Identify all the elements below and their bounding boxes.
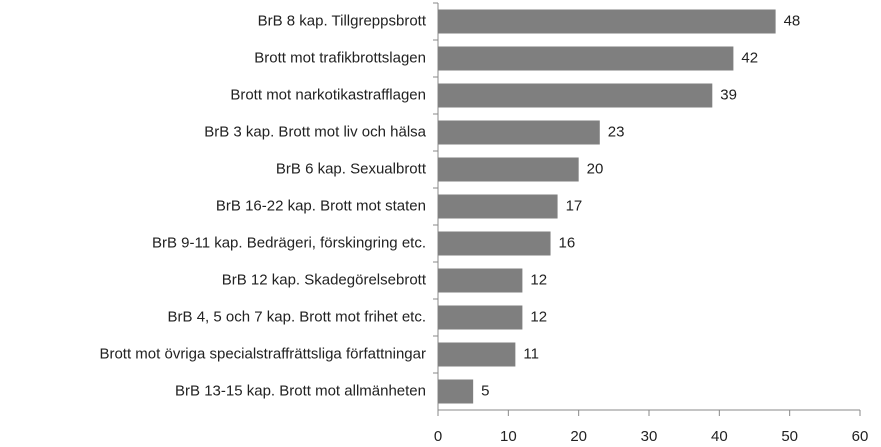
data-label: 23 <box>608 123 625 140</box>
data-label: 16 <box>559 234 576 251</box>
bar <box>438 83 713 108</box>
y-tick-label: Brott mot narkotikastrafflagen <box>230 86 426 103</box>
bar <box>438 342 516 367</box>
data-label: 20 <box>587 160 604 177</box>
y-tick-label: BrB 12 kap. Skadegörelsebrott <box>222 271 427 288</box>
y-tick-label: Brott mot trafikbrottslagen <box>254 49 426 66</box>
x-tick-label: 50 <box>781 428 798 445</box>
x-tick-label: 20 <box>570 428 587 445</box>
bar <box>438 157 579 182</box>
y-tick-label: BrB 6 kap. Sexualbrott <box>276 160 427 177</box>
y-tick-label: BrB 3 kap. Brott mot liv och hälsa <box>204 123 426 140</box>
x-tick-label: 60 <box>852 428 869 445</box>
y-tick-label: BrB 4, 5 och 7 kap. Brott mot frihet etc… <box>168 308 426 325</box>
x-tick-label: 0 <box>434 428 442 445</box>
data-label: 11 <box>523 345 539 362</box>
y-tick-label: BrB 13-15 kap. Brott mot allmänheten <box>175 382 426 399</box>
data-label: 39 <box>720 86 737 103</box>
bar <box>438 46 734 71</box>
x-tick-label: 30 <box>641 428 658 445</box>
bar <box>438 268 523 293</box>
bar <box>438 379 474 404</box>
data-label: 5 <box>481 382 489 399</box>
bar <box>438 231 551 256</box>
bar <box>438 9 776 34</box>
bar <box>438 305 523 330</box>
data-label: 48 <box>784 12 801 29</box>
bar <box>438 194 558 219</box>
x-tick-label: 10 <box>500 428 517 445</box>
y-tick-label: BrB 8 kap. Tillgreppsbrott <box>258 12 427 29</box>
data-label: 12 <box>530 271 547 288</box>
y-tick-label: BrB 16-22 kap. Brott mot staten <box>216 197 426 214</box>
bar <box>438 120 600 145</box>
x-tick-label: 40 <box>711 428 728 445</box>
data-label: 12 <box>530 308 547 325</box>
data-label: 42 <box>741 49 758 66</box>
data-label: 17 <box>566 197 583 214</box>
y-tick-label: Brott mot övriga specialstraffrättsliga … <box>99 345 426 362</box>
y-tick-label: BrB 9-11 kap. Bedrägeri, förskingring et… <box>152 234 426 251</box>
